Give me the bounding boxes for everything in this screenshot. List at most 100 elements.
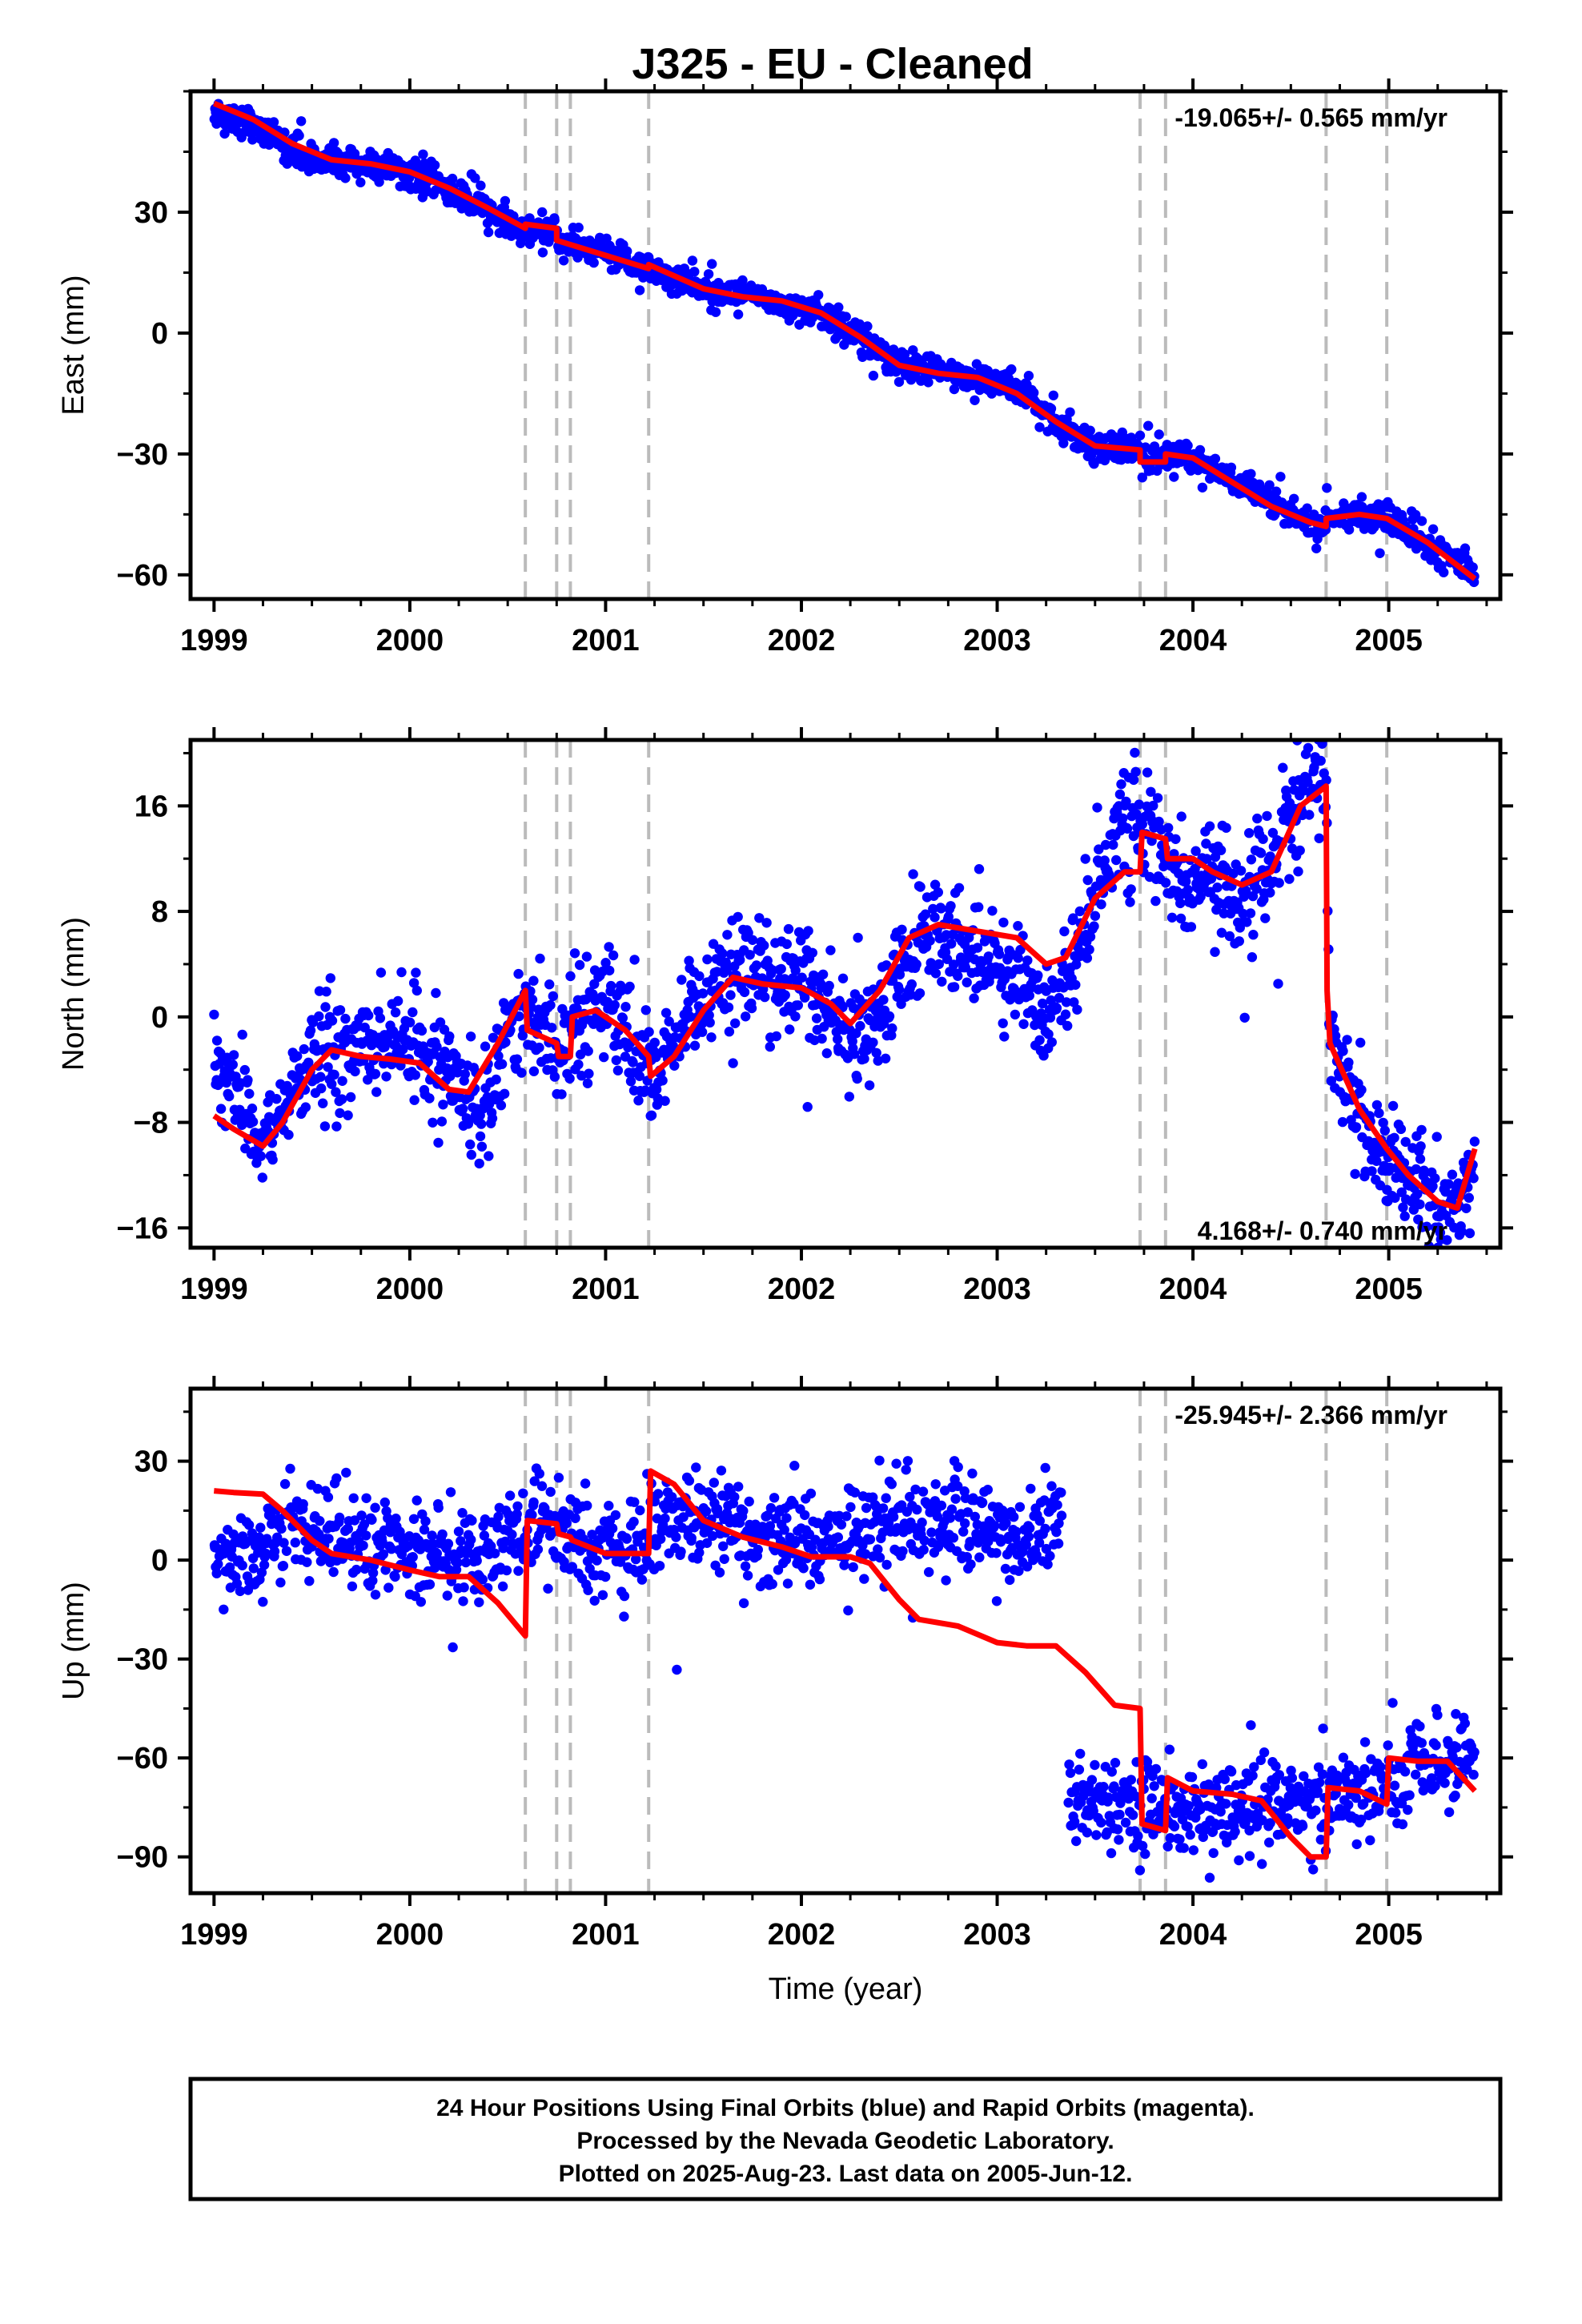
data-point — [644, 1027, 654, 1037]
data-point — [1108, 839, 1118, 850]
data-point — [1248, 930, 1259, 940]
data-point — [1416, 1124, 1427, 1136]
data-point — [810, 999, 821, 1011]
data-point — [587, 1530, 597, 1540]
data-point — [930, 968, 942, 979]
data-point — [410, 1070, 420, 1080]
data-point — [572, 1003, 582, 1014]
data-point — [1234, 936, 1245, 947]
data-point — [227, 1059, 238, 1070]
data-point — [1215, 1807, 1226, 1817]
data-point — [1099, 855, 1110, 866]
data-point — [741, 1011, 751, 1022]
data-point — [573, 223, 584, 233]
data-point — [697, 988, 709, 999]
y-tick-label: −30 — [117, 438, 168, 472]
data-point — [1186, 922, 1197, 932]
data-point — [312, 1483, 323, 1494]
data-point — [972, 943, 983, 953]
data-point — [936, 1500, 947, 1511]
data-point — [256, 1567, 267, 1578]
data-point — [1091, 1830, 1102, 1840]
data-point — [1114, 789, 1126, 800]
data-point — [941, 1575, 951, 1586]
data-point — [351, 1564, 362, 1575]
data-point — [483, 227, 494, 238]
x-tick-label: 2001 — [572, 624, 640, 657]
data-point — [305, 1025, 316, 1035]
data-point — [588, 257, 599, 268]
data-point — [1311, 543, 1322, 553]
data-point — [893, 376, 905, 388]
data-point — [370, 1068, 381, 1080]
data-point — [800, 1510, 810, 1521]
data-point — [1311, 718, 1321, 727]
y-axis-label: North (mm) — [57, 917, 90, 1071]
data-point — [1062, 1020, 1073, 1031]
data-point — [476, 180, 486, 191]
data-point — [621, 1534, 632, 1544]
data-point — [1302, 503, 1312, 513]
data-point — [1271, 486, 1282, 497]
data-point — [1165, 1833, 1175, 1844]
data-point — [565, 971, 576, 982]
data-point — [671, 1532, 681, 1542]
data-point — [823, 1522, 833, 1532]
data-point — [1130, 766, 1141, 777]
data-point — [1283, 1813, 1293, 1823]
data-point — [435, 1017, 446, 1027]
data-point — [472, 1555, 482, 1566]
data-point — [1278, 762, 1288, 773]
data-point — [765, 1041, 775, 1052]
data-point — [1343, 525, 1355, 535]
data-point — [1198, 1831, 1209, 1843]
data-point — [896, 999, 906, 1009]
data-point — [271, 1094, 282, 1104]
data-point — [583, 1046, 593, 1056]
x-tick-label: 2002 — [768, 1273, 836, 1306]
data-point — [841, 1511, 852, 1522]
x-tick-label: 2001 — [572, 1273, 640, 1306]
data-point — [379, 1497, 390, 1508]
data-point — [433, 1502, 444, 1513]
data-point — [717, 948, 728, 959]
data-point — [1059, 926, 1070, 937]
data-point — [1046, 404, 1057, 414]
data-point — [1013, 921, 1023, 931]
data-point — [809, 1035, 820, 1046]
data-point — [1082, 953, 1093, 963]
data-point — [725, 990, 736, 1000]
data-point — [448, 1642, 458, 1653]
data-point — [268, 117, 279, 127]
data-point — [302, 1557, 312, 1567]
y-tick-label: 8 — [151, 895, 168, 929]
data-point — [1122, 823, 1133, 834]
data-point — [1130, 747, 1140, 758]
data-point — [661, 1007, 672, 1019]
data-point — [334, 1512, 345, 1523]
data-point — [930, 912, 940, 923]
data-point — [735, 955, 745, 965]
data-point — [1056, 1487, 1066, 1498]
data-point — [948, 1533, 959, 1543]
data-point — [1134, 799, 1145, 810]
data-point — [1314, 833, 1324, 844]
data-point — [1040, 1462, 1050, 1474]
data-point — [800, 992, 810, 1003]
data-point — [917, 1518, 927, 1528]
data-point — [323, 1492, 334, 1502]
data-point — [628, 1517, 639, 1527]
data-point — [1109, 1781, 1119, 1791]
data-point — [1148, 800, 1158, 811]
data-point — [933, 887, 944, 898]
data-point — [215, 1104, 227, 1114]
data-point — [1239, 1012, 1250, 1023]
data-point — [841, 312, 851, 322]
data-point — [1038, 998, 1048, 1009]
data-point — [459, 1582, 469, 1593]
data-point — [325, 973, 335, 983]
data-point — [1242, 917, 1252, 927]
data-point — [701, 1506, 712, 1517]
data-point — [378, 1549, 388, 1559]
data-point — [257, 1172, 267, 1183]
